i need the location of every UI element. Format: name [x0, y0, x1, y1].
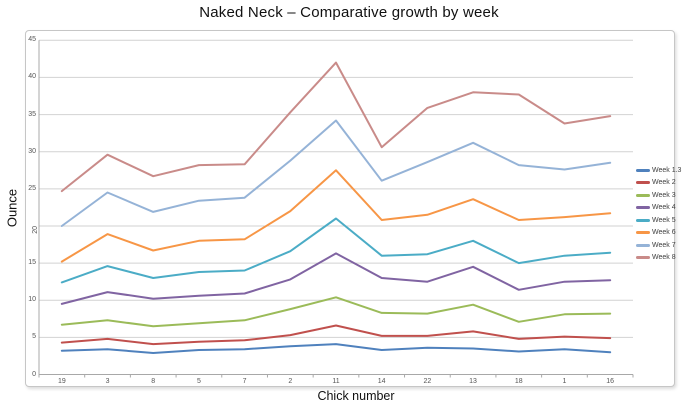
legend-swatch-icon: [636, 231, 650, 235]
legend-item: Week 5: [636, 214, 681, 227]
x-axis-title: Chick number: [317, 389, 395, 403]
y-axis-tick-label: 45: [28, 36, 36, 44]
legend-item: Week 4: [636, 202, 681, 215]
legend-label: Week 6: [652, 229, 676, 237]
y-axis-tick-label: 0: [32, 370, 36, 378]
y-axis-title: Ounce: [4, 188, 20, 228]
x-axis-tick-label: 13: [469, 377, 477, 385]
series-line-week-1-3: [60, 343, 612, 354]
y-axis-tick-label: 40: [28, 73, 36, 81]
x-axis-tick-label: 19: [57, 377, 66, 385]
y-axis-tick-label: 5: [32, 333, 36, 341]
legend-item: Week 6: [636, 227, 681, 240]
legend-item: Week 2: [636, 177, 681, 190]
legend-label: Week 3: [652, 191, 676, 199]
x-axis-tick-label: 5: [196, 377, 201, 385]
x-axis-tick-label: 1: [562, 377, 567, 385]
x-axis-tick-label: 2: [288, 377, 293, 385]
legend-label: Week 5: [652, 216, 676, 224]
plot-area: [38, 39, 634, 378]
legend-item: Week 7: [636, 239, 681, 252]
legend-item: Week 1.3: [636, 164, 681, 177]
legend-label: Week 8: [652, 254, 676, 262]
x-axis-tick-label: 8: [151, 377, 156, 385]
y-axis-tick-label: 25: [28, 184, 36, 192]
x-axis-tick-label: 16: [606, 377, 615, 385]
series-line-week-3: [60, 296, 612, 328]
x-axis-tick-label: 22: [423, 377, 432, 385]
series-line-week-4: [60, 252, 612, 305]
series-line-week-6: [60, 169, 612, 263]
chart-frame: 0 5 10 15 20 25 30 35 40 45 19 3 8 5 7 2 11 14 22 13 18 1 16 …: [25, 30, 681, 387]
legend-label: Week 7: [652, 241, 676, 249]
legend-swatch-icon: [636, 243, 650, 247]
legend-swatch-icon: [636, 218, 650, 222]
y-axis-tick-label: 35: [28, 110, 36, 118]
legend-label: Week 2: [652, 179, 676, 187]
series-line-week-7: [60, 119, 612, 227]
y-axis-tick-label: 10: [28, 296, 36, 304]
x-axis-tick-label: 11: [332, 377, 340, 385]
legend-swatch-icon: [636, 206, 650, 210]
y-axis-tick-label: 15: [28, 259, 36, 267]
series-line-week-5: [60, 217, 612, 284]
chart-legend: Week 1.3 Week 2 Week 3 Week 4 Week 5 Week 6 We…: [636, 164, 681, 264]
x-axis-tick-label: 18: [514, 377, 523, 385]
x-axis-tick-label: 14: [377, 377, 386, 385]
legend-item: Week 3: [636, 189, 681, 202]
x-axis-tick-label: 3: [105, 377, 110, 385]
legend-label: Week 1.3: [652, 166, 682, 174]
series-line-week-2: [60, 324, 612, 346]
legend-label: Week 4: [652, 204, 676, 212]
series-line-week-8: [60, 61, 612, 193]
legend-swatch-icon: [636, 193, 650, 197]
chart-title: Naked Neck – Comparative growth by week: [199, 4, 499, 21]
x-axis-tick-label: 7: [242, 377, 247, 385]
legend-swatch-icon: [636, 181, 650, 185]
y-axis-tick-label: 30: [28, 147, 36, 155]
y-axis-tick-label: 20: [32, 225, 39, 234]
legend-swatch-icon: [636, 168, 650, 172]
legend-item: Week 8: [636, 252, 681, 265]
legend-swatch-icon: [636, 256, 650, 260]
